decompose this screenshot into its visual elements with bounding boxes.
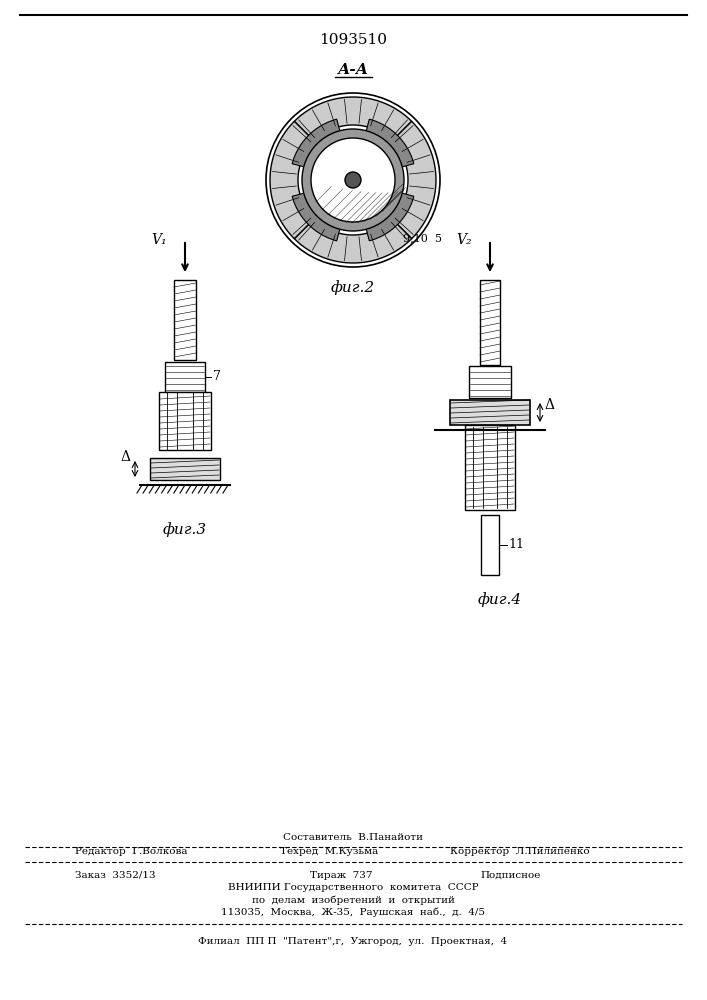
Text: Составитель  В.Панайоти: Составитель В.Панайоти: [283, 832, 423, 842]
Text: Корректор  Л.Пилипенко: Корректор Л.Пилипенко: [450, 848, 590, 856]
Circle shape: [310, 137, 396, 223]
Polygon shape: [365, 192, 414, 241]
Polygon shape: [292, 192, 341, 241]
Text: А-А: А-А: [337, 63, 368, 77]
Text: 9,10  5: 9,10 5: [403, 233, 442, 243]
Circle shape: [311, 138, 395, 222]
Text: 1093510: 1093510: [319, 33, 387, 47]
Text: Техред  М.Кузьма: Техред М.Кузьма: [280, 848, 378, 856]
Polygon shape: [294, 219, 411, 263]
Bar: [159, 392, 211, 450]
Polygon shape: [365, 119, 414, 168]
Polygon shape: [294, 97, 411, 141]
Bar: [469, 366, 511, 398]
Circle shape: [302, 129, 404, 231]
Text: Δ: Δ: [544, 398, 554, 412]
Text: V₁: V₁: [151, 233, 167, 247]
Bar: [465, 425, 515, 510]
Text: Δ: Δ: [120, 450, 130, 464]
Bar: [480, 280, 500, 365]
Text: Подписное: Подписное: [480, 870, 540, 880]
Text: Заказ  3352/13: Заказ 3352/13: [75, 870, 156, 880]
Text: V₂: V₂: [457, 233, 472, 247]
Bar: [481, 515, 499, 575]
Polygon shape: [270, 121, 314, 239]
Text: фиг.3: фиг.3: [163, 523, 207, 537]
Text: фиг.4: фиг.4: [478, 593, 522, 607]
Bar: [165, 362, 205, 392]
Text: Редактор  Г.Волкова: Редактор Г.Волкова: [75, 848, 187, 856]
Text: фиг.2: фиг.2: [331, 281, 375, 295]
Text: ВНИИПИ Государственного  комитета  СССР: ВНИИПИ Государственного комитета СССР: [228, 884, 479, 892]
Text: Филиал  ПП П  "Патент",г,  Ужгород,  ул.  Проектная,  4: Филиал ПП П "Патент",г, Ужгород, ул. Про…: [199, 938, 508, 946]
Text: по  делам  изобретений  и  открытий: по делам изобретений и открытий: [252, 895, 455, 905]
Text: 11: 11: [508, 538, 524, 552]
Text: 7: 7: [213, 370, 221, 383]
Bar: [174, 280, 196, 360]
Circle shape: [345, 172, 361, 188]
Bar: [150, 458, 220, 480]
Text: Тираж  737: Тираж 737: [310, 870, 373, 880]
Bar: [450, 400, 530, 425]
Text: 113035,  Москва,  Ж-35,  Раушская  наб.,  д.  4/5: 113035, Москва, Ж-35, Раушская наб., д. …: [221, 907, 485, 917]
Polygon shape: [392, 121, 436, 239]
Polygon shape: [292, 119, 341, 168]
